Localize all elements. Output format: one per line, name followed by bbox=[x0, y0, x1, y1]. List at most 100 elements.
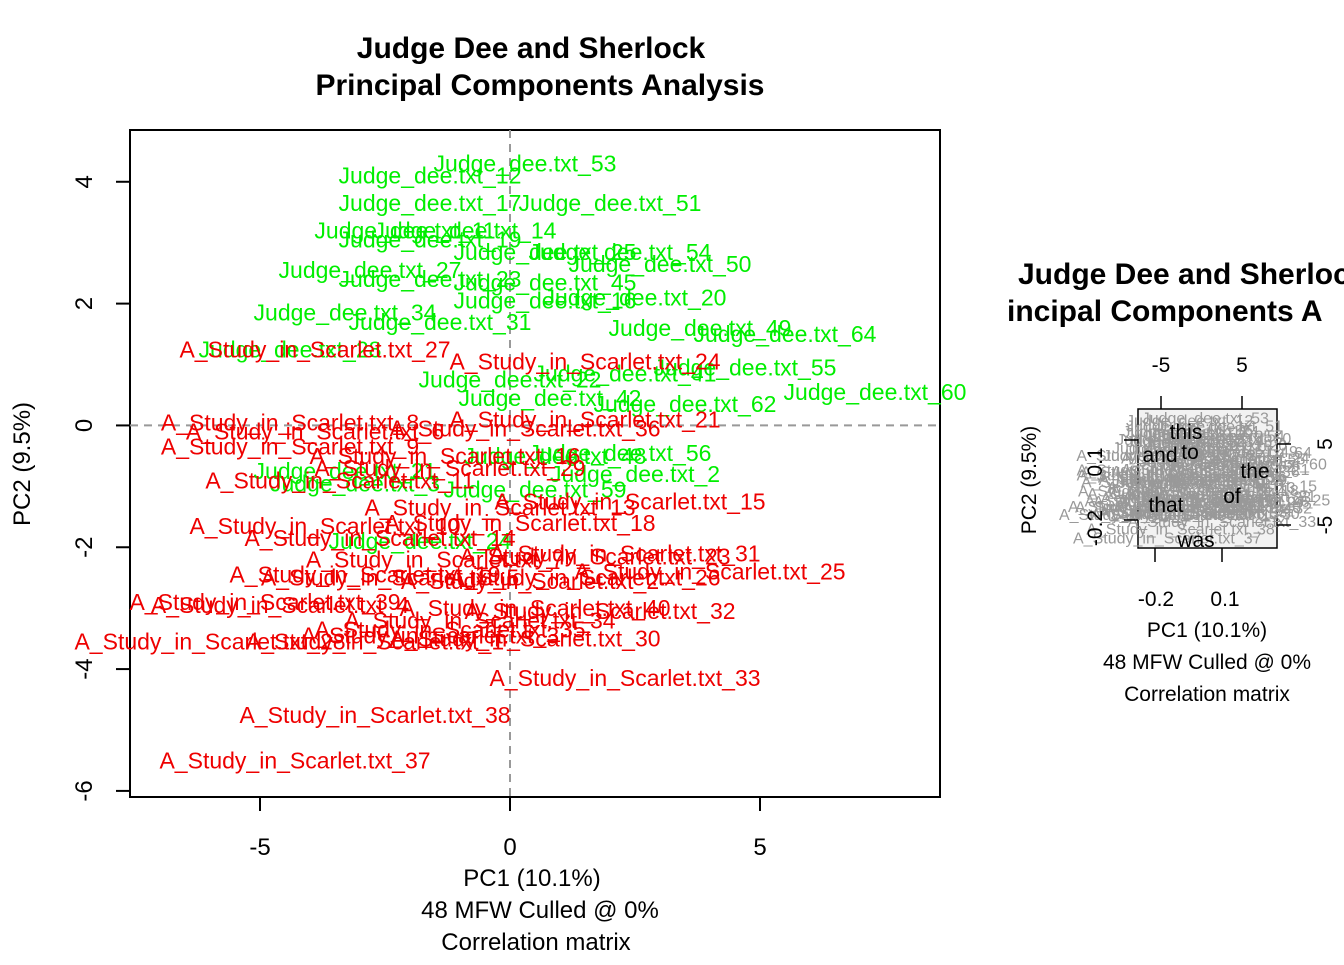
scarlet-sample-label: A_Study_in_Scarlet.txt_37 bbox=[159, 747, 430, 773]
secondary-sample-label: Judge_dee.txt_45 bbox=[1145, 435, 1272, 452]
y-tick-label: -4 bbox=[71, 658, 98, 679]
scarlet-sample-label: A_Study_in_Scarlet.txt_5 bbox=[261, 565, 519, 591]
secondary-y-axis-label: PC2 (9.5%) bbox=[1018, 426, 1041, 535]
secondary-sample-label: A_Study_in_Scarlet.txt_6 bbox=[1081, 465, 1261, 482]
secondary-word-label: was bbox=[1176, 529, 1214, 552]
judge-dee-sample-label: Judge_dee.txt_17 bbox=[339, 190, 522, 216]
secondary-sample-label: Judge_dee.txt_49 bbox=[1171, 444, 1298, 461]
secondary-word-label: and bbox=[1142, 444, 1177, 467]
judge-dee-sample-label: Judge_dee.txt_34 bbox=[254, 300, 437, 326]
secondary-sample-label: Judge_dee.txt_41 bbox=[1158, 453, 1285, 470]
judge-dee-sample-label: Judge_dee.txt_12 bbox=[339, 163, 522, 189]
secondary-sample-label: A_Study_in_Scarlet.txt_2 bbox=[1116, 495, 1296, 512]
secondary-top-tick-1: -5 bbox=[1152, 354, 1171, 377]
secondary-sample-label: Judge_dee.txt_59 bbox=[1143, 476, 1270, 493]
secondary-sample-label: Judge_dee.txt_28 bbox=[1103, 448, 1230, 465]
x-axis-sublabel-mfw: 48 MFW Culled @ 0% bbox=[421, 897, 659, 924]
judge-dee-sample-label: Judge_dee.txt_19 bbox=[339, 227, 522, 253]
judge-dee-sample-label: Judge_dee.txt_54 bbox=[529, 239, 712, 265]
scarlet-sample-label: A_Study_in_Scarlet.txt_38 bbox=[239, 702, 510, 728]
scarlet-sample-label: A_Study_in_Scarlet.txt_36 bbox=[389, 415, 660, 441]
secondary-sample-label: Judge_dee.txt_50 bbox=[1164, 431, 1291, 448]
secondary-sample-label: Judge_dee.txt_21 bbox=[1112, 473, 1239, 490]
x-tick-label: 5 bbox=[753, 834, 766, 861]
secondary-sample-label: A_Study_in_Scarlet.txt_29 bbox=[1099, 472, 1288, 489]
judge-dee-sample-label: Judge_dee.txt_59 bbox=[444, 476, 627, 502]
secondary-sample-label: Judge_dee.txt_62 bbox=[1168, 459, 1295, 476]
axis-ticks: -5 0 5 -6 -4 -2 0 2 4 bbox=[71, 175, 767, 861]
judge-dee-sample-label: Judge_dee.txt_41 bbox=[534, 361, 717, 387]
scarlet-sample-label: A_Study_in_Scarlet.txt_33 bbox=[489, 665, 760, 691]
secondary-sample-label: A_Study_in_Scarlet.txt_13 bbox=[1107, 480, 1296, 497]
secondary-sample-label: Judge_dee.txt_55 bbox=[1178, 452, 1305, 469]
secondary-sample-label: A_Study_in_Scarlet.txt_23 bbox=[1123, 490, 1312, 507]
x-axis-label: PC1 (10.1%) bbox=[463, 865, 600, 892]
secondary-sample-label: Judge_dee.txt_16 bbox=[1145, 438, 1272, 455]
judge-dee-sample-label: Judge_dee.txt_3 bbox=[270, 470, 440, 496]
secondary-sample-label: A_Study_in_Scarlet.txt_19 bbox=[1085, 493, 1274, 510]
scarlet-sample-label: A_Study_in_Scarlet.txt_31 bbox=[489, 540, 760, 566]
secondary-sample-label: A_Study_in_Scarlet.txt_33 bbox=[1128, 514, 1317, 531]
secondary-sample-label: A_Study_in_Scarlet.txt_36 bbox=[1111, 464, 1300, 481]
scarlet-sample-label: A_Study_in_Scarlet.txt_16 bbox=[309, 443, 580, 469]
secondary-sample-label: A_Study_in_Scarlet.txt_40 bbox=[1113, 500, 1302, 517]
judge-dee-sample-label: Judge_dee.txt_25 bbox=[454, 239, 637, 265]
judge-dee-sample-label: Judge_dee.txt_48 bbox=[464, 443, 647, 469]
secondary-sample-label: A_Study_in_Scarlet.txt_11 bbox=[1081, 474, 1268, 491]
scarlet-sample-label: A_Study_in_Scarlet.txt_9 bbox=[161, 434, 419, 460]
x-tick-label: -5 bbox=[249, 834, 270, 861]
zero-reference-lines bbox=[130, 130, 940, 797]
secondary-sample-label: A_Study_in_Scarlet.txt_25 bbox=[1142, 493, 1331, 510]
secondary-sample-label: Judge_dee.txt_42 bbox=[1146, 458, 1273, 475]
secondary-plot-frame bbox=[1137, 408, 1278, 549]
secondary-right-tick-1: 5 bbox=[1314, 438, 1337, 450]
secondary-sample-label: A_Study_in_Scarlet.txt_9 bbox=[1077, 468, 1257, 485]
scarlet-sample-label: A_Study_in_Scarlet.txt_4 bbox=[151, 592, 409, 618]
secondary-sample-label: Judge_dee.txt_34 bbox=[1112, 441, 1239, 458]
secondary-sample-label: Judge_dee.txt_20 bbox=[1160, 438, 1287, 455]
scarlet-sample-label: A_Study_in_Scarlet.txt_7 bbox=[306, 546, 564, 572]
judge-dee-sample-label: Judge_dee.txt_62 bbox=[594, 391, 777, 417]
secondary-sample-label: A_Study_in_Scarlet.txt_37 bbox=[1073, 531, 1262, 548]
secondary-sample-label: Judge_dee.txt_22 bbox=[1139, 454, 1266, 471]
secondary-bottom-tick-2: 0.1 bbox=[1210, 588, 1239, 611]
x-tick-label: 0 bbox=[503, 834, 516, 861]
secondary-sample-label: A_Study_in_Scarlet.txt_21 bbox=[1121, 462, 1310, 479]
secondary-sample-label: Judge_dee.txt_23 bbox=[1126, 434, 1253, 451]
scarlet-sample-label: A_Study_in_Scarlet.txt_6 bbox=[186, 419, 444, 445]
secondary-sample-label: A_Study_in_Scarlet.txt_24 bbox=[1121, 451, 1310, 468]
scarlet-sample-label: A_Study_in_Scarlet.txt_34 bbox=[344, 607, 615, 633]
y-tick-label: 4 bbox=[71, 175, 98, 188]
secondary-biplot: Judge Dee and Sherloc incipal Components… bbox=[1007, 258, 1344, 706]
scarlet-sample-label: A_Study_in_Scarlet.txt_24 bbox=[449, 348, 720, 374]
secondary-x-axis-label: PC1 (10.1%) bbox=[1147, 619, 1267, 642]
sample-labels: Judge_dee.txt_53Judge_dee.txt_12Judge_de… bbox=[74, 151, 966, 774]
judge-dee-sample-label: Judge_dee.txt_14 bbox=[374, 218, 557, 244]
scarlet-sample-label: A_Study_in_Scarlet.txt_39 bbox=[129, 589, 400, 615]
secondary-sample-label: Judge_dee.txt_27 bbox=[1116, 432, 1243, 449]
plot-frame bbox=[129, 129, 941, 798]
y-tick-label: -6 bbox=[71, 780, 98, 801]
scarlet-sample-label: A_Study_in_Scarlet.txt_28 bbox=[74, 629, 345, 655]
judge-dee-sample-label: Judge_dee.txt_49 bbox=[609, 315, 792, 341]
judge-dee-sample-label: Judge_dee.txt_50 bbox=[569, 251, 752, 277]
secondary-sample-label: Judge_dee.txt_17 bbox=[1126, 419, 1253, 436]
secondary-sample-label: A_Study_in_Scarlet.txt_28 bbox=[1059, 507, 1248, 524]
secondary-sample-label: A_Study_in_Scarlet.txt_18 bbox=[1110, 483, 1299, 500]
judge-dee-sample-label: Judge_dee.txt_51 bbox=[519, 190, 702, 216]
secondary-sample-label: Judge_dee.txt_2 bbox=[1164, 473, 1282, 490]
judge-dee-sample-label: Judge_dee.txt_28 bbox=[199, 336, 382, 362]
scarlet-sample-label: A_Study_in_Scarlet.txt_18 bbox=[384, 510, 655, 536]
y-tick-label: 2 bbox=[71, 297, 98, 310]
secondary-sample-label: Judge_dee.txt_31 bbox=[1128, 443, 1255, 460]
secondary-sample-label: Judge_dee.txt_54 bbox=[1157, 428, 1284, 445]
scarlet-sample-label: A_Study_in_Scarlet.txt_26 bbox=[449, 565, 720, 591]
secondary-sample-label: Judge_dee.txt_51 bbox=[1156, 419, 1283, 436]
judge-dee-sample-label: Judge_dee.txt_24 bbox=[329, 528, 512, 554]
scarlet-sample-label: A_Study_in_Scarlet.txt_32 bbox=[464, 598, 735, 624]
secondary-sample-label: A_Study_in_Scarlet.txt_26 bbox=[1121, 494, 1310, 511]
secondary-sample-label: Judge_dee.txt_3 bbox=[1118, 475, 1236, 492]
secondary-sample-label: A_Study_in_Scarlet.txt_35 bbox=[1099, 504, 1288, 521]
secondary-right-tick-2: -5 bbox=[1314, 516, 1337, 535]
